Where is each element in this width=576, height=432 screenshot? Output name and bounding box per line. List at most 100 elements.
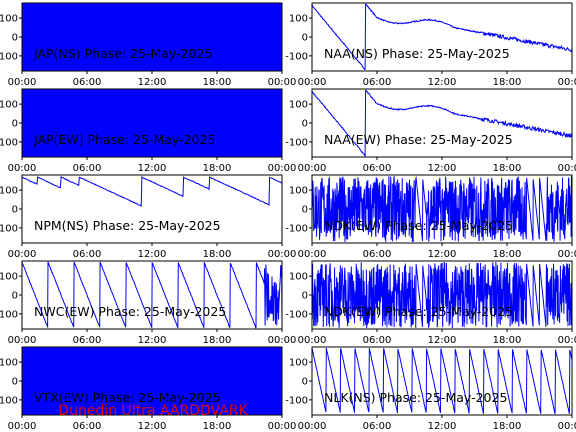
y-tick-label: 100 [0, 272, 18, 283]
x-tick-label: 00:00 [558, 335, 576, 346]
x-tick-label: 00:00 [558, 163, 576, 174]
x-tick-label: 00:00 [8, 163, 37, 174]
x-tick-label: 00:00 [268, 421, 297, 432]
x-tick-label: 12:00 [138, 421, 167, 432]
y-tick-label: 100 [289, 358, 308, 369]
panel-label: VTX(EW) Phase: 25-May-2025 [34, 390, 221, 405]
x-tick-label: 00:00 [298, 335, 327, 346]
phase-panel: 100 0 -100 00:00 06:00 12:00 18:00 00:00 NAA(NS)… [285, 2, 576, 88]
x-tick-label: 12:00 [428, 249, 457, 260]
y-tick-label: -100 [285, 223, 308, 234]
x-tick-label: 00:00 [268, 249, 297, 260]
y-tick-label: -100 [285, 51, 308, 62]
x-tick-label: 06:00 [363, 421, 392, 432]
x-tick-label: 00:00 [298, 163, 327, 174]
x-tick-label: 18:00 [493, 249, 522, 260]
y-tick-label: -100 [0, 309, 18, 320]
x-tick-label: 00:00 [8, 249, 37, 260]
x-tick-label: 00:00 [298, 77, 327, 88]
x-tick-label: 18:00 [493, 77, 522, 88]
y-tick-label: -100 [0, 137, 18, 148]
x-tick-label: 18:00 [203, 249, 232, 260]
panel-label: NWC(EW) Phase: 25-May-2025 [34, 304, 226, 319]
y-tick-label: 0 [12, 377, 18, 388]
phase-series-line [21, 261, 283, 329]
phase-panel: 100 0 -100 00:00 06:00 12:00 18:00 00:00 NWC(EW)… [0, 260, 297, 346]
y-tick-label: 0 [302, 33, 308, 44]
x-tick-label: 12:00 [138, 249, 167, 260]
y-tick-label: -100 [0, 395, 18, 406]
y-tick-label: 100 [289, 100, 308, 111]
y-tick-label: 0 [12, 291, 18, 302]
footer-title: Dunedin Ultra AARDDVARK [58, 403, 248, 419]
phase-series-fill [22, 347, 282, 415]
y-tick-label: 100 [0, 186, 18, 197]
x-tick-label: 12:00 [428, 335, 457, 346]
x-tick-label: 18:00 [493, 335, 522, 346]
x-tick-label: 00:00 [268, 335, 297, 346]
y-tick-label: 0 [12, 33, 18, 44]
phase-series-fill [22, 3, 282, 71]
y-tick-label: -100 [285, 395, 308, 406]
x-tick-label: 06:00 [73, 335, 102, 346]
plot-area [312, 3, 572, 71]
panel-label: NPM(NS) Phase: 25-May-2025 [34, 218, 221, 233]
x-tick-label: 00:00 [558, 77, 576, 88]
x-tick-label: 06:00 [73, 77, 102, 88]
y-tick-label: 100 [0, 14, 18, 25]
x-tick-label: 18:00 [203, 421, 232, 432]
phase-panel: 100 0 -100 00:00 06:00 12:00 18:00 00:00 JAP(EW)… [0, 88, 297, 174]
x-tick-label: 00:00 [558, 249, 576, 260]
y-tick-label: 100 [0, 100, 18, 111]
y-tick-label: -100 [285, 137, 308, 148]
y-tick-label: 100 [289, 14, 308, 25]
y-tick-label: 0 [12, 119, 18, 130]
phase-panel: 100 0 -100 00:00 06:00 12:00 18:00 00:00 NLK(NS)… [285, 346, 576, 432]
y-tick-label: 100 [0, 358, 18, 369]
x-tick-label: 06:00 [363, 77, 392, 88]
panel-label: NDK(EW) Phase: 25-May-2025 [324, 218, 513, 233]
x-tick-label: 06:00 [73, 421, 102, 432]
y-tick-label: 0 [302, 291, 308, 302]
panel-label: NLK(NS) Phase: 25-May-2025 [324, 390, 507, 405]
x-tick-label: 12:00 [428, 421, 457, 432]
phase-series-line [311, 175, 573, 243]
panel-label: JAP(EW) Phase: 25-May-2025 [33, 132, 215, 147]
phase-series-fill [22, 89, 282, 157]
x-tick-label: 18:00 [203, 335, 232, 346]
x-tick-label: 12:00 [138, 335, 167, 346]
y-tick-label: -100 [0, 223, 18, 234]
phase-series-line [311, 347, 573, 415]
panel-label: NAA(EW) Phase: 25-May-2025 [324, 132, 513, 147]
plot-area [312, 89, 572, 157]
x-tick-label: 06:00 [363, 335, 392, 346]
x-tick-label: 00:00 [8, 77, 37, 88]
x-tick-label: 18:00 [493, 421, 522, 432]
x-tick-label: 12:00 [428, 163, 457, 174]
panel-label: NDK(EW) Phase: 25-May-2025 [324, 304, 513, 319]
phase-series-line [311, 89, 573, 157]
phase-series-line [311, 261, 573, 329]
phase-panel: 100 0 -100 00:00 06:00 12:00 18:00 00:00 NPM(NS)… [0, 174, 297, 260]
x-tick-label: 12:00 [428, 77, 457, 88]
y-tick-label: 0 [302, 205, 308, 216]
y-tick-label: -100 [0, 51, 18, 62]
y-tick-label: 0 [302, 377, 308, 388]
x-tick-label: 06:00 [73, 249, 102, 260]
phase-panel: 100 0 -100 00:00 06:00 12:00 18:00 00:00 VTX(EW)… [0, 346, 297, 432]
phase-panel: 100 0 -100 00:00 06:00 12:00 18:00 00:00 JAP(NS)… [0, 2, 296, 88]
plot-area [22, 175, 282, 243]
x-tick-label: 00:00 [8, 421, 37, 432]
x-tick-label: 18:00 [493, 163, 522, 174]
panel-label: NAA(NS) Phase: 25-May-2025 [324, 46, 510, 61]
x-tick-label: 06:00 [363, 163, 392, 174]
x-tick-label: 00:00 [268, 163, 297, 174]
y-tick-label: 100 [289, 186, 308, 197]
phase-panel: 100 0 -100 00:00 06:00 12:00 18:00 00:00 NDK(EW)… [285, 174, 576, 260]
phase-panel: 100 0 -100 00:00 06:00 12:00 18:00 00:00 NAA(EW)… [285, 88, 576, 174]
y-tick-label: 0 [12, 205, 18, 216]
x-tick-label: 00:00 [298, 421, 327, 432]
x-tick-label: 18:00 [203, 163, 232, 174]
phase-panel: 100 0 -100 00:00 06:00 12:00 18:00 00:00 NDK(EW)… [285, 260, 576, 346]
